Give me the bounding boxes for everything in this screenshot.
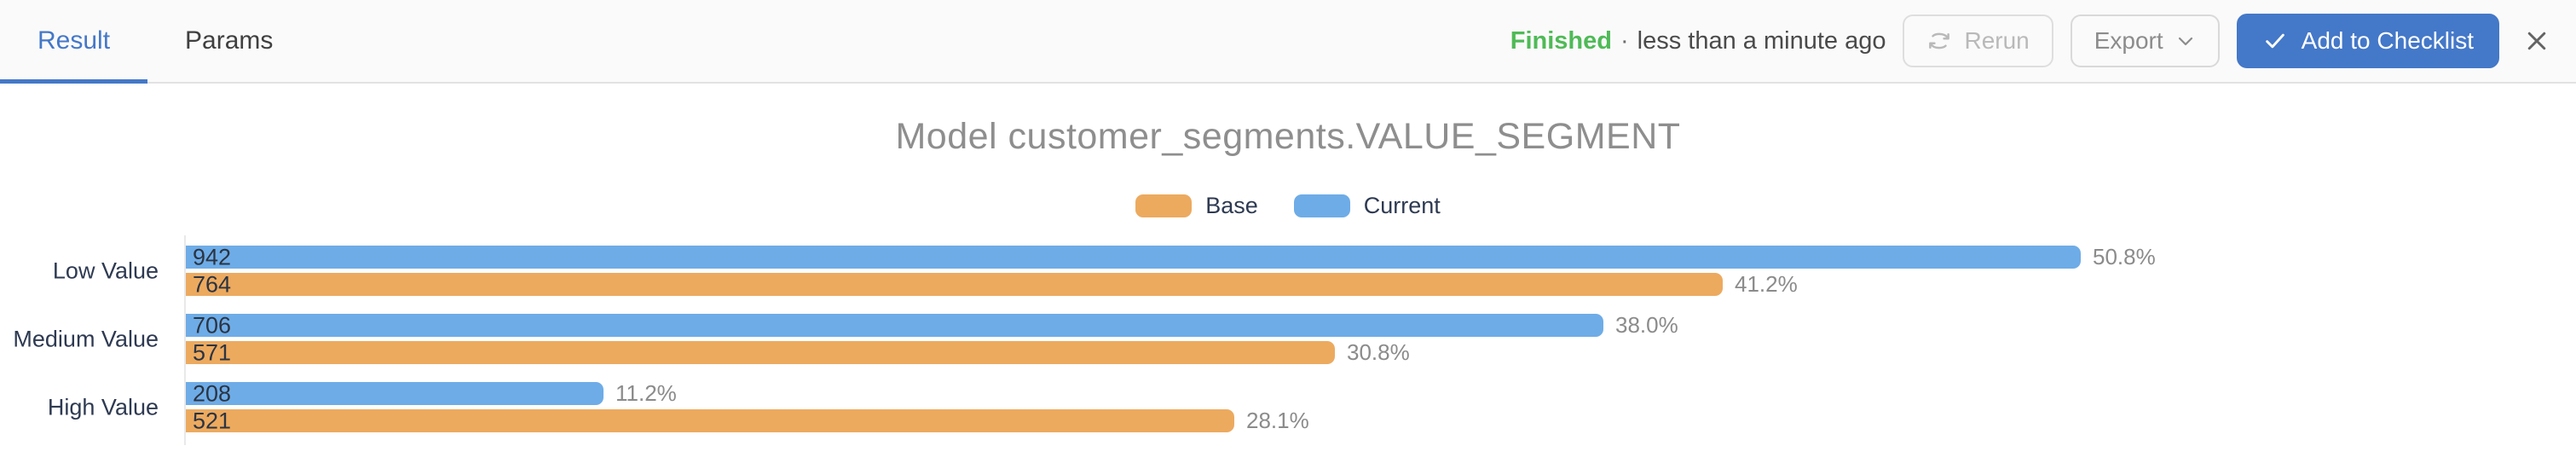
legend-label: Current (1363, 193, 1441, 218)
chart-rows: Low Value 942 50.8% 764 41.2% Medium Value 706… (13, 244, 2576, 450)
status-time: less than a minute ago (1637, 26, 1886, 55)
bar-current-high-value: 208 (186, 380, 604, 406)
tab-params[interactable]: Params (185, 26, 274, 55)
bar-percent-label: 30.8% (1347, 339, 1410, 365)
bar-line-current: 208 11.2% (186, 380, 2576, 406)
export-button[interactable]: Export (2070, 14, 2220, 67)
bar-count-label: 764 (193, 271, 232, 297)
legend-item-base[interactable]: Base (1135, 193, 1258, 219)
sync-icon (1926, 28, 1952, 54)
top-bar-actions: Finished · less than a minute ago Rerun Ex… (1510, 0, 2576, 82)
bar-line-base: 571 30.8% (186, 339, 2576, 365)
legend-label: Base (1205, 193, 1258, 218)
legend-swatch-base (1135, 194, 1193, 217)
status-separator: · (1620, 26, 1629, 55)
category-label: High Value (47, 394, 159, 420)
bar-current-low-value: 942 (186, 244, 2081, 269)
bar-base-low-value: 764 (186, 271, 1723, 297)
rerun-button[interactable]: Rerun (1903, 14, 2053, 67)
bar-count-label: 208 (193, 380, 232, 406)
close-icon (2524, 28, 2550, 54)
bar-line-current: 706 38.0% (186, 312, 2576, 338)
bar-line-current: 942 50.8% (186, 244, 2576, 269)
chevron-down-icon (2175, 31, 2196, 51)
add-to-checklist-label: Add to Checklist (2301, 27, 2474, 54)
bar-base-high-value: 521 (186, 408, 1234, 433)
bar-count-label: 521 (193, 408, 232, 433)
category-label: Medium Value (13, 326, 159, 351)
chart-row-high-value: High Value 208 11.2% 521 28.1% (48, 380, 2576, 433)
bar-percent-label: 50.8% (2093, 244, 2156, 269)
category-label: Low Value (52, 258, 159, 283)
bar-line-base: 521 28.1% (186, 408, 2576, 433)
bar-percent-label: 28.1% (1246, 408, 1309, 433)
tab-bar: Result Params (0, 0, 310, 84)
rerun-label: Rerun (1964, 27, 2030, 54)
export-label: Export (2094, 27, 2163, 54)
chart-legend: Base Current (0, 193, 2576, 219)
chart-title: Model customer_segments.VALUE_SEGMENT (895, 116, 1681, 157)
bar-count-label: 706 (193, 312, 232, 338)
chart-axis-line (184, 235, 186, 445)
bar-percent-label: 38.0% (1615, 312, 1678, 338)
bar-line-base: 764 41.2% (186, 271, 2576, 297)
bar-percent-label: 11.2% (615, 380, 677, 406)
top-bar: Result Params Finished · less than a minut… (0, 0, 2576, 84)
status-state: Finished (1510, 26, 1612, 55)
bar-current-medium-value: 706 (186, 312, 1603, 338)
chart-row-low-value: Low Value 942 50.8% 764 41.2% (53, 244, 2576, 297)
bar-count-label: 571 (193, 339, 232, 365)
close-button[interactable] (2518, 22, 2556, 60)
run-status: Finished · less than a minute ago (1510, 27, 1886, 55)
legend-item-current[interactable]: Current (1293, 193, 1441, 219)
check-icon (2262, 28, 2288, 54)
bar-base-medium-value: 571 (186, 339, 1335, 365)
bar-percent-label: 41.2% (1735, 271, 1798, 297)
legend-swatch-current (1293, 194, 1350, 217)
chart-row-medium-value: Medium Value 706 38.0% 571 30.8% (13, 312, 2576, 365)
bar-count-label: 942 (193, 244, 232, 269)
tab-result[interactable]: Result (0, 0, 148, 84)
add-to-checklist-button[interactable]: Add to Checklist (2236, 14, 2499, 68)
